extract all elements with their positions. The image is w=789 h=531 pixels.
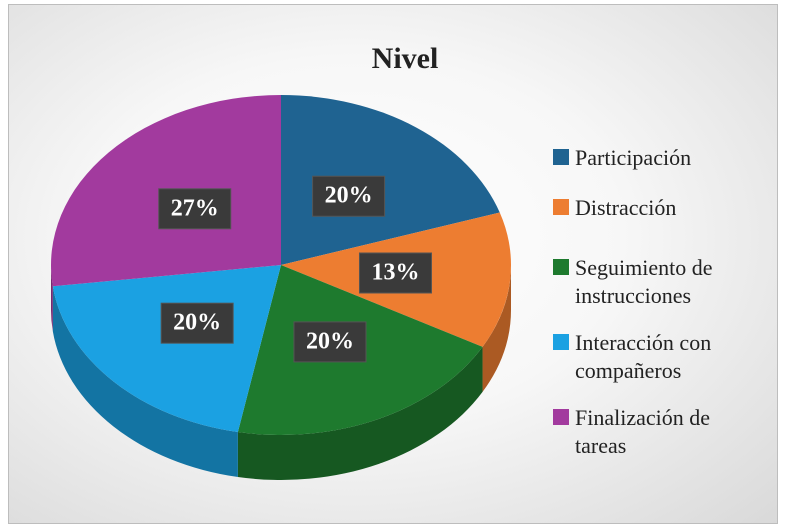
- legend-swatch: [553, 149, 569, 165]
- value-label-box: [312, 175, 386, 217]
- value-label: 20%: [173, 310, 221, 336]
- value-label-box: [358, 252, 432, 294]
- legend-label: Seguimiento de instrucciones: [575, 255, 713, 308]
- slice: [281, 95, 500, 265]
- legend-item: Interacción con compañeros: [553, 329, 768, 385]
- slice-side: [52, 286, 238, 477]
- legend-swatch: [553, 199, 569, 215]
- legend-label: Distracción: [575, 195, 677, 220]
- legend-item: Distracción: [553, 194, 768, 222]
- slice-side: [237, 346, 483, 480]
- legend-label: Finalización de tareas: [575, 405, 711, 458]
- legend-swatch: [553, 259, 569, 275]
- legend-swatch: [553, 409, 569, 425]
- legend-item: Finalización de tareas: [553, 404, 768, 460]
- legend-item: Participación: [553, 144, 768, 172]
- chart-title: Nivel: [372, 42, 439, 75]
- legend-label: Participación: [575, 145, 692, 170]
- value-label-box: [160, 302, 234, 344]
- value-label-box: [158, 188, 232, 230]
- legend-swatch: [553, 334, 569, 350]
- value-label: 27%: [171, 195, 219, 221]
- value-label: 20%: [325, 183, 373, 209]
- legend-label: Interacción con compañeros: [575, 330, 712, 383]
- slice-side: [51, 265, 53, 332]
- value-label-box: [293, 321, 367, 363]
- slice-side: [482, 265, 511, 392]
- legend-item: Seguimiento de instrucciones: [553, 254, 768, 310]
- value-label: 20%: [306, 328, 354, 354]
- value-label: 13%: [371, 259, 419, 285]
